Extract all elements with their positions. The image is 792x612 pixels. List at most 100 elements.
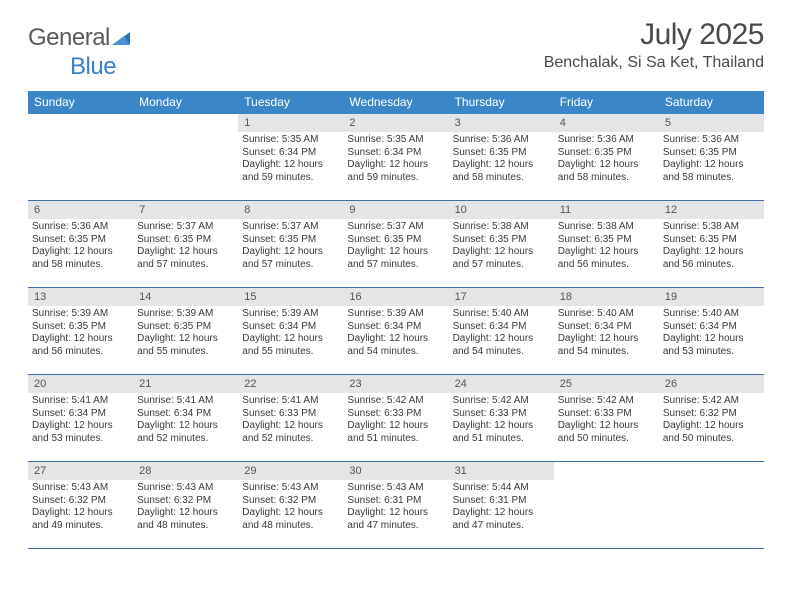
daylight-text: Daylight: 12 hours and 57 minutes.: [242, 246, 339, 272]
day-number: 19: [659, 288, 764, 306]
day-number: 14: [133, 288, 238, 306]
sunrise-text: Sunrise: 5:43 AM: [242, 482, 339, 495]
weeks-container: 1Sunrise: 5:35 AMSunset: 6:34 PMDaylight…: [28, 114, 764, 549]
day-number: 22: [238, 375, 343, 393]
day-cell: 16Sunrise: 5:39 AMSunset: 6:34 PMDayligh…: [343, 288, 448, 374]
day-number: 30: [343, 462, 448, 480]
daylight-text: Daylight: 12 hours and 55 minutes.: [242, 333, 339, 359]
week-row: 6Sunrise: 5:36 AMSunset: 6:35 PMDaylight…: [28, 201, 764, 288]
day-number: 31: [449, 462, 554, 480]
dow-friday: Friday: [554, 91, 659, 114]
day-body: Sunrise: 5:36 AMSunset: 6:35 PMDaylight:…: [28, 219, 133, 274]
day-number: [659, 462, 764, 466]
daylight-text: Daylight: 12 hours and 58 minutes.: [663, 159, 760, 185]
daylight-text: Daylight: 12 hours and 50 minutes.: [663, 420, 760, 446]
day-cell: 22Sunrise: 5:41 AMSunset: 6:33 PMDayligh…: [238, 375, 343, 461]
day-number: 12: [659, 201, 764, 219]
day-body: Sunrise: 5:37 AMSunset: 6:35 PMDaylight:…: [343, 219, 448, 274]
daylight-text: Daylight: 12 hours and 53 minutes.: [32, 420, 129, 446]
day-number: 11: [554, 201, 659, 219]
sunset-text: Sunset: 6:34 PM: [137, 408, 234, 421]
day-body: Sunrise: 5:40 AMSunset: 6:34 PMDaylight:…: [449, 306, 554, 361]
sunrise-text: Sunrise: 5:38 AM: [453, 221, 550, 234]
daylight-text: Daylight: 12 hours and 48 minutes.: [137, 507, 234, 533]
sunset-text: Sunset: 6:34 PM: [242, 147, 339, 160]
sunrise-text: Sunrise: 5:36 AM: [558, 134, 655, 147]
day-number: 2: [343, 114, 448, 132]
daylight-text: Daylight: 12 hours and 58 minutes.: [558, 159, 655, 185]
day-cell: [659, 462, 764, 548]
day-cell: 17Sunrise: 5:40 AMSunset: 6:34 PMDayligh…: [449, 288, 554, 374]
day-body: Sunrise: 5:43 AMSunset: 6:32 PMDaylight:…: [28, 480, 133, 535]
daylight-text: Daylight: 12 hours and 58 minutes.: [453, 159, 550, 185]
brand-text: General Blue: [28, 24, 131, 81]
day-cell: 30Sunrise: 5:43 AMSunset: 6:31 PMDayligh…: [343, 462, 448, 548]
day-number: 8: [238, 201, 343, 219]
day-number: [133, 114, 238, 118]
day-number: 16: [343, 288, 448, 306]
sunrise-text: Sunrise: 5:38 AM: [558, 221, 655, 234]
day-body: Sunrise: 5:41 AMSunset: 6:34 PMDaylight:…: [28, 393, 133, 448]
day-number: 5: [659, 114, 764, 132]
day-number: 24: [449, 375, 554, 393]
sunset-text: Sunset: 6:31 PM: [347, 495, 444, 508]
sunset-text: Sunset: 6:35 PM: [137, 234, 234, 247]
title-block: July 2025 Benchalak, Si Sa Ket, Thailand: [544, 18, 764, 72]
day-cell: 24Sunrise: 5:42 AMSunset: 6:33 PMDayligh…: [449, 375, 554, 461]
day-body: Sunrise: 5:35 AMSunset: 6:34 PMDaylight:…: [238, 132, 343, 187]
day-cell: 11Sunrise: 5:38 AMSunset: 6:35 PMDayligh…: [554, 201, 659, 287]
day-cell: 13Sunrise: 5:39 AMSunset: 6:35 PMDayligh…: [28, 288, 133, 374]
day-body: Sunrise: 5:36 AMSunset: 6:35 PMDaylight:…: [449, 132, 554, 187]
day-cell: 25Sunrise: 5:42 AMSunset: 6:33 PMDayligh…: [554, 375, 659, 461]
daylight-text: Daylight: 12 hours and 56 minutes.: [663, 246, 760, 272]
sunrise-text: Sunrise: 5:39 AM: [347, 308, 444, 321]
day-number: 29: [238, 462, 343, 480]
day-cell: 9Sunrise: 5:37 AMSunset: 6:35 PMDaylight…: [343, 201, 448, 287]
day-number: 9: [343, 201, 448, 219]
sunset-text: Sunset: 6:33 PM: [242, 408, 339, 421]
daylight-text: Daylight: 12 hours and 57 minutes.: [453, 246, 550, 272]
location-text: Benchalak, Si Sa Ket, Thailand: [544, 54, 764, 72]
sunrise-text: Sunrise: 5:39 AM: [32, 308, 129, 321]
sunset-text: Sunset: 6:34 PM: [347, 147, 444, 160]
sunset-text: Sunset: 6:35 PM: [242, 234, 339, 247]
day-cell: 3Sunrise: 5:36 AMSunset: 6:35 PMDaylight…: [449, 114, 554, 200]
daylight-text: Daylight: 12 hours and 54 minutes.: [453, 333, 550, 359]
sunrise-text: Sunrise: 5:40 AM: [663, 308, 760, 321]
dow-wednesday: Wednesday: [343, 91, 448, 114]
day-number: 18: [554, 288, 659, 306]
day-cell: [28, 114, 133, 200]
day-number: 23: [343, 375, 448, 393]
day-number: 15: [238, 288, 343, 306]
day-number: 26: [659, 375, 764, 393]
sunset-text: Sunset: 6:34 PM: [347, 321, 444, 334]
week-row: 1Sunrise: 5:35 AMSunset: 6:34 PMDaylight…: [28, 114, 764, 201]
day-body: Sunrise: 5:39 AMSunset: 6:34 PMDaylight:…: [343, 306, 448, 361]
daylight-text: Daylight: 12 hours and 50 minutes.: [558, 420, 655, 446]
sunset-text: Sunset: 6:35 PM: [453, 234, 550, 247]
day-cell: [133, 114, 238, 200]
sunset-text: Sunset: 6:33 PM: [453, 408, 550, 421]
sunset-text: Sunset: 6:35 PM: [663, 147, 760, 160]
day-cell: 29Sunrise: 5:43 AMSunset: 6:32 PMDayligh…: [238, 462, 343, 548]
day-cell: 5Sunrise: 5:36 AMSunset: 6:35 PMDaylight…: [659, 114, 764, 200]
dow-sunday: Sunday: [28, 91, 133, 114]
sunrise-text: Sunrise: 5:40 AM: [453, 308, 550, 321]
day-cell: 12Sunrise: 5:38 AMSunset: 6:35 PMDayligh…: [659, 201, 764, 287]
day-cell: 28Sunrise: 5:43 AMSunset: 6:32 PMDayligh…: [133, 462, 238, 548]
dow-monday: Monday: [133, 91, 238, 114]
brand-sail-icon: [111, 25, 131, 53]
day-cell: 20Sunrise: 5:41 AMSunset: 6:34 PMDayligh…: [28, 375, 133, 461]
day-body: Sunrise: 5:39 AMSunset: 6:35 PMDaylight:…: [133, 306, 238, 361]
day-number: 4: [554, 114, 659, 132]
day-body: Sunrise: 5:36 AMSunset: 6:35 PMDaylight:…: [554, 132, 659, 187]
daylight-text: Daylight: 12 hours and 56 minutes.: [558, 246, 655, 272]
sunrise-text: Sunrise: 5:39 AM: [137, 308, 234, 321]
daylight-text: Daylight: 12 hours and 56 minutes.: [32, 333, 129, 359]
sunset-text: Sunset: 6:32 PM: [137, 495, 234, 508]
sunrise-text: Sunrise: 5:42 AM: [347, 395, 444, 408]
day-body: Sunrise: 5:42 AMSunset: 6:32 PMDaylight:…: [659, 393, 764, 448]
day-body: Sunrise: 5:38 AMSunset: 6:35 PMDaylight:…: [659, 219, 764, 274]
daylight-text: Daylight: 12 hours and 54 minutes.: [347, 333, 444, 359]
day-number: 28: [133, 462, 238, 480]
